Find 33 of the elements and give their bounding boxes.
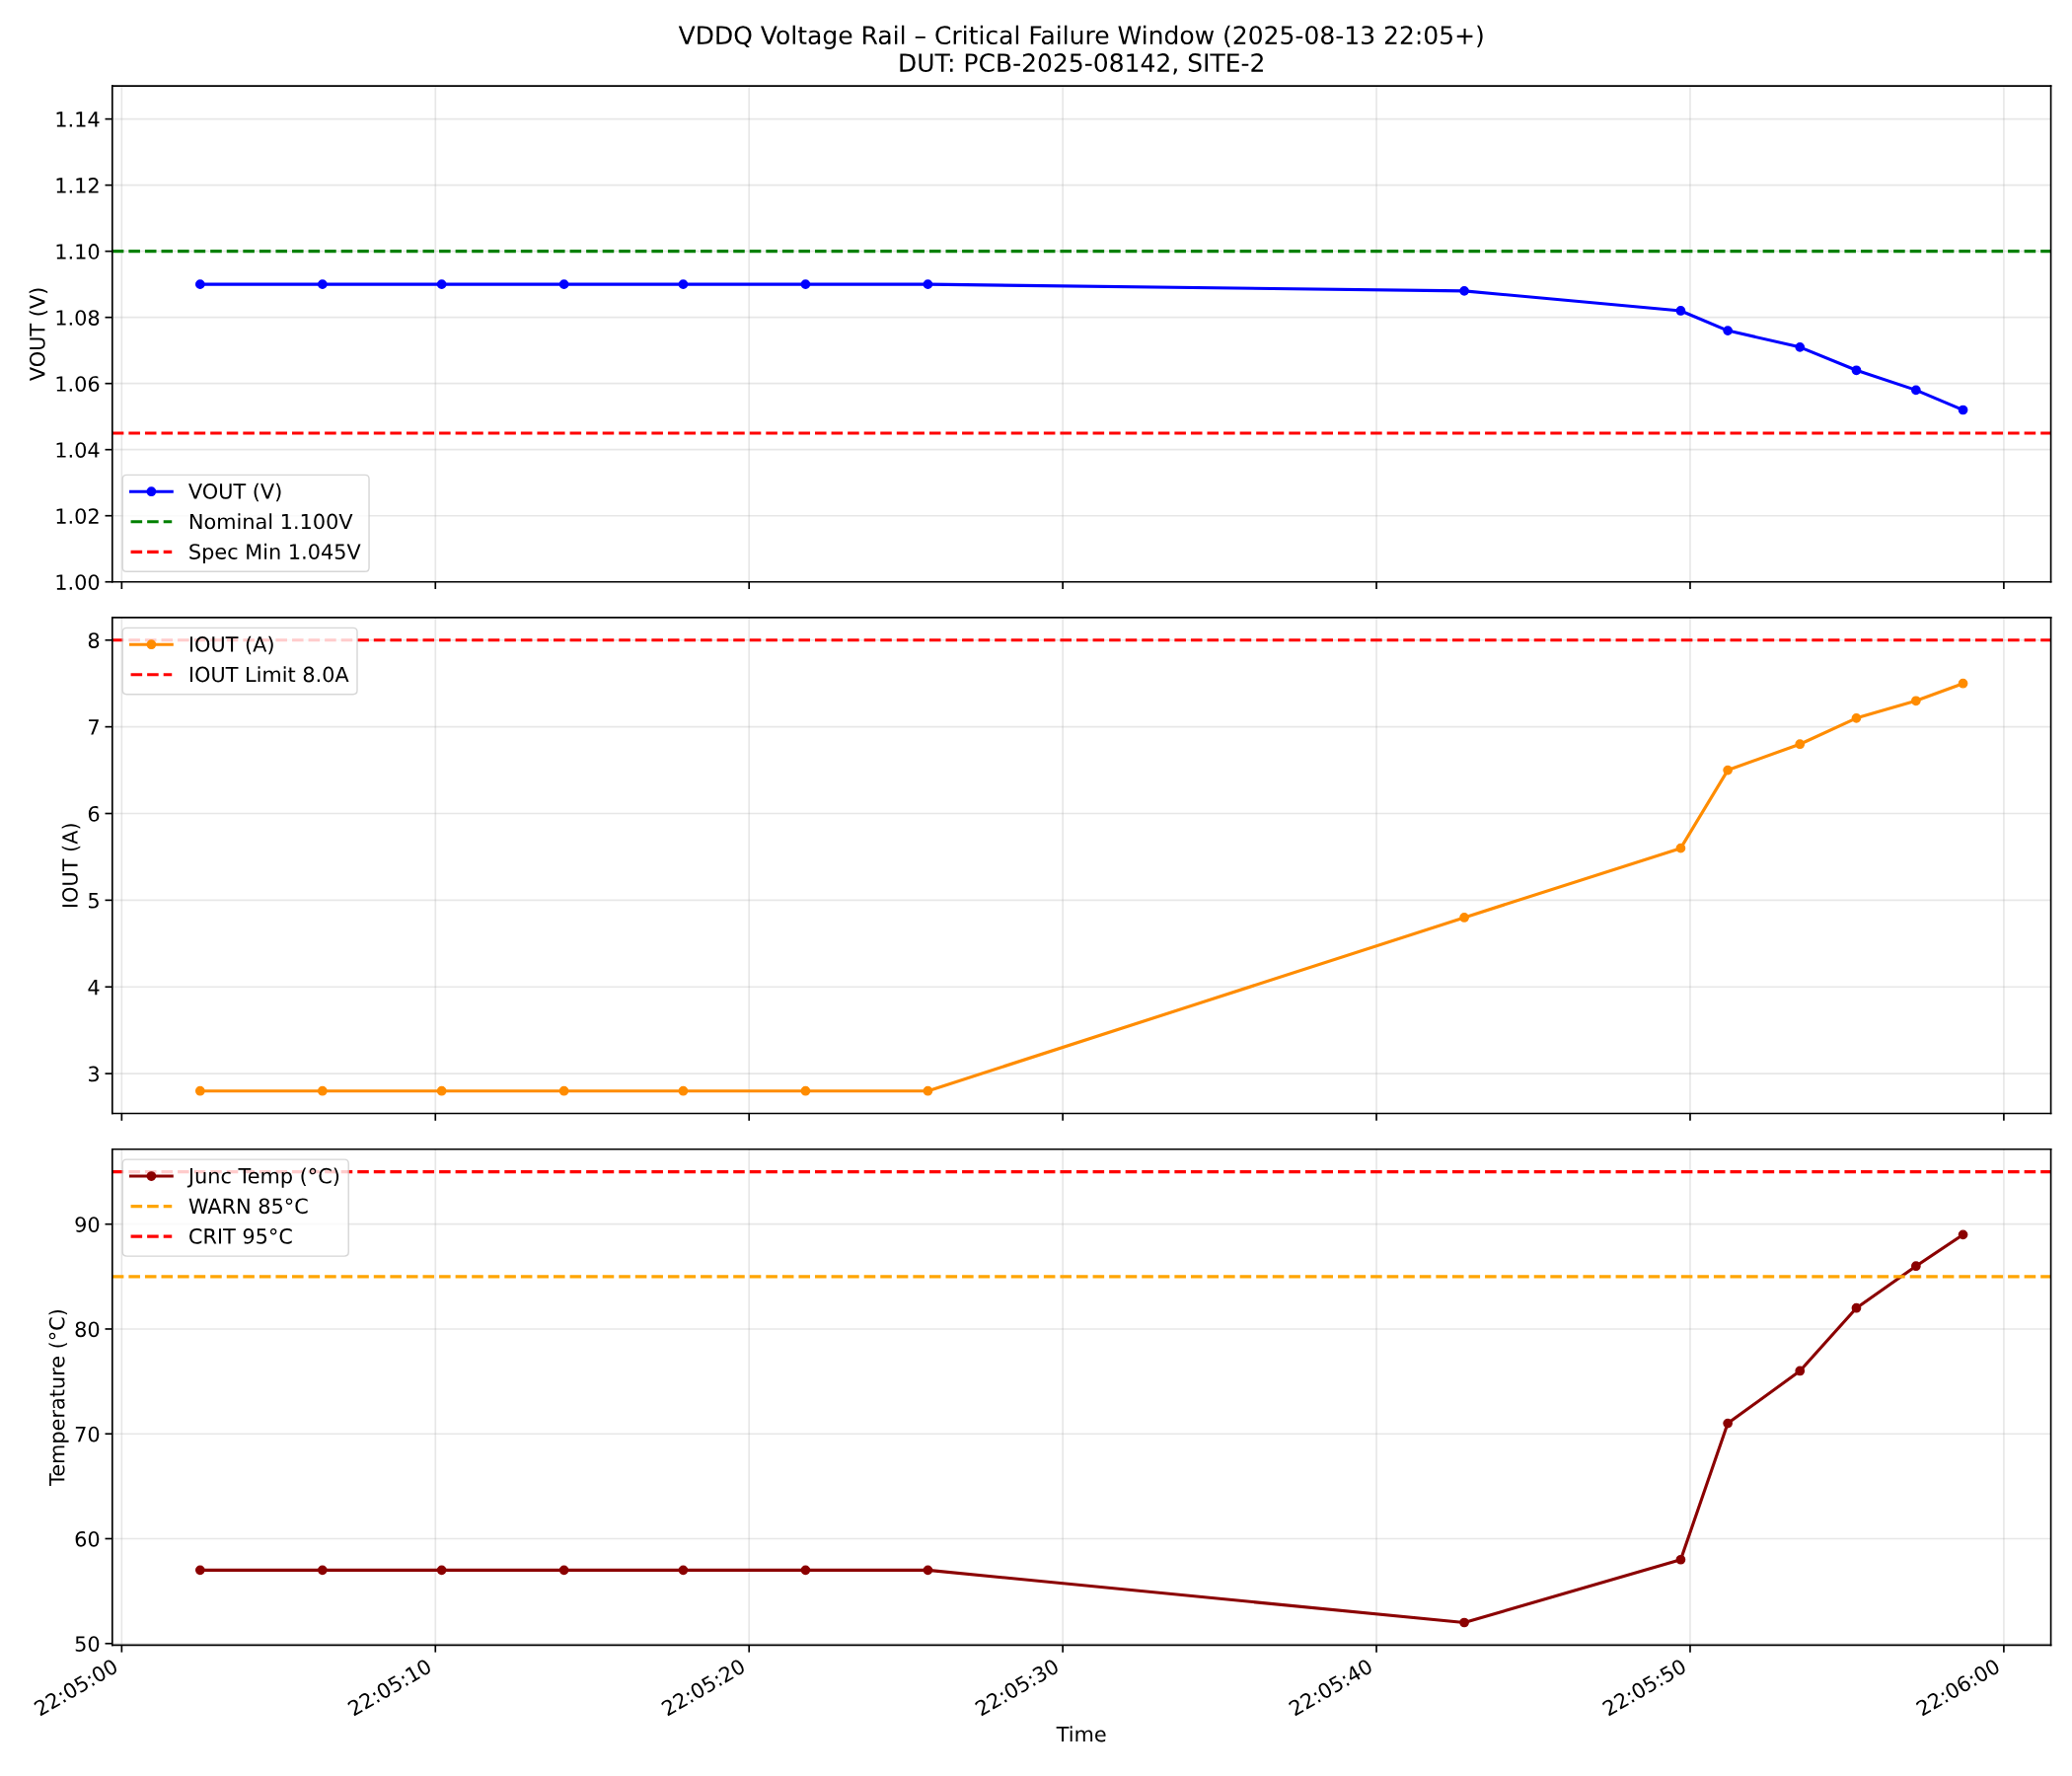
legend-label: Nominal 1.100V <box>189 513 353 530</box>
y-axis-title: VOUT (V) <box>29 288 48 381</box>
legend-label: IOUT Limit 8.0A <box>189 666 349 683</box>
y-tick-label: 6 <box>88 805 100 822</box>
legend-label: Spec Min 1.045V <box>189 543 361 563</box>
y-tick-label: 8 <box>88 632 100 648</box>
y-axis-title: IOUT (A) <box>61 824 81 908</box>
legend-label: CRIT 95°C <box>189 1228 292 1244</box>
chart-subtitle: DUT: PCB-2025-08142, SITE-2 <box>900 53 1263 75</box>
y-tick-label: 1.04 <box>56 442 100 458</box>
y-tick-label: 1.06 <box>56 376 100 392</box>
y-tick-label: 50 <box>75 1636 100 1652</box>
y-tick-label: 1.12 <box>56 178 99 193</box>
y-tick-label: 1.10 <box>56 244 100 259</box>
legend-label: VOUT (V) <box>188 482 281 502</box>
legend-label: Junc Temp (°C) <box>186 1167 339 1188</box>
legend-label: IOUT (A) <box>189 635 273 655</box>
y-tick-label: 60 <box>75 1530 100 1547</box>
legend-label: WARN 85°C <box>188 1198 308 1215</box>
y-tick-label: 7 <box>89 719 99 735</box>
x-axis-title: Time <box>1056 1726 1106 1742</box>
chart-title: VDDQ Voltage Rail – Critical Failure Window (2025-08-13 22:05+) <box>678 25 1483 49</box>
y-tick-label: 3 <box>89 1066 99 1082</box>
y-tick-label: 4 <box>88 979 100 996</box>
y-axis-title: Temperature (°C) <box>48 1309 69 1486</box>
y-tick-label: 5 <box>89 893 99 909</box>
y-tick-label: 1.14 <box>56 111 100 127</box>
y-tick-label: 90 <box>75 1217 100 1232</box>
y-tick-label: 70 <box>75 1426 100 1443</box>
y-tick-label: 1.08 <box>56 310 100 326</box>
y-tick-label: 1.00 <box>56 574 100 590</box>
y-tick-label: 1.02 <box>56 508 99 524</box>
y-tick-label: 80 <box>75 1321 100 1338</box>
